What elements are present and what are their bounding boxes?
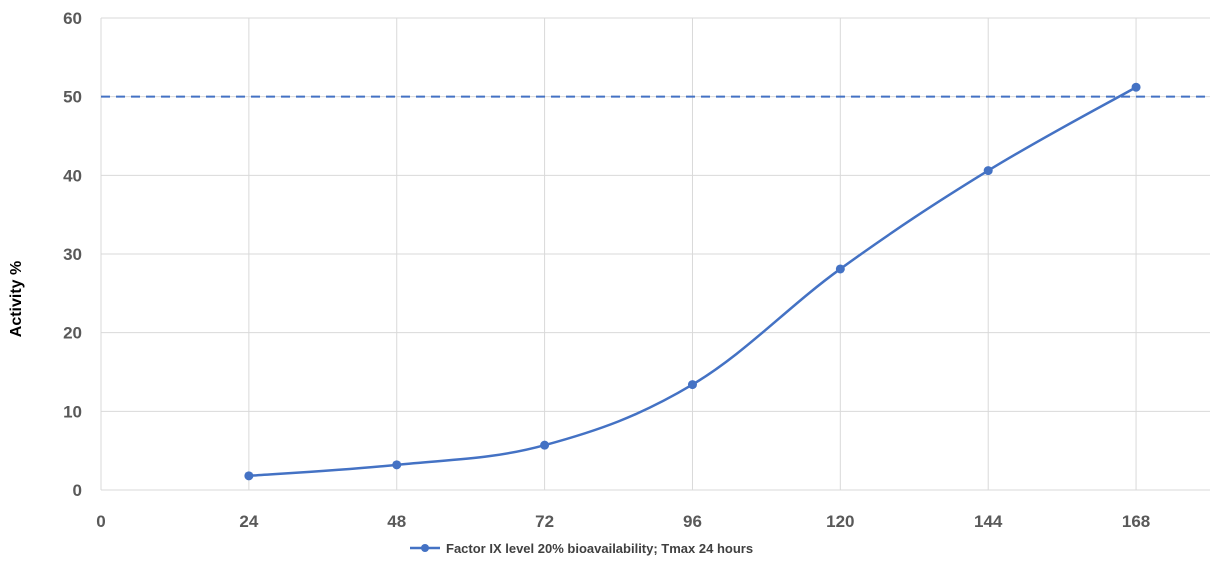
data-point bbox=[540, 440, 550, 450]
y-tick-label: 0 bbox=[73, 481, 82, 500]
tick-label-layer: 0 10 20 30 40 50 60 0 24 48 72 96 120 144 168 bbox=[63, 9, 1150, 531]
x-tick-label: 0 bbox=[96, 512, 105, 531]
y-tick-label: 50 bbox=[63, 88, 82, 107]
y-tick-label: 20 bbox=[63, 324, 82, 343]
y-tick-label: 10 bbox=[63, 402, 82, 421]
data-point bbox=[835, 264, 845, 274]
x-tick-label: 168 bbox=[1122, 512, 1150, 531]
x-tick-label: 24 bbox=[239, 512, 258, 531]
x-tick-label: 120 bbox=[826, 512, 854, 531]
y-tick-label: 60 bbox=[63, 9, 82, 28]
legend-point-marker bbox=[421, 544, 429, 552]
x-tick-label: 72 bbox=[535, 512, 554, 531]
data-point bbox=[983, 166, 993, 176]
series-layer bbox=[244, 82, 1141, 481]
data-point bbox=[1131, 82, 1141, 92]
data-point bbox=[392, 460, 402, 470]
y-tick-label: 30 bbox=[63, 245, 82, 264]
y-axis-title: Activity % bbox=[8, 261, 25, 337]
legend: Factor IX level 20% bioavailability; Tma… bbox=[410, 541, 753, 556]
data-point bbox=[244, 471, 254, 481]
grid-layer bbox=[100, 17, 1210, 491]
x-tick-label: 144 bbox=[974, 512, 1003, 531]
x-tick-label: 48 bbox=[387, 512, 406, 531]
x-tick-label: 96 bbox=[683, 512, 702, 531]
y-tick-label: 40 bbox=[63, 166, 82, 185]
data-point bbox=[687, 380, 697, 390]
legend-label: Factor IX level 20% bioavailability; Tma… bbox=[446, 541, 753, 556]
